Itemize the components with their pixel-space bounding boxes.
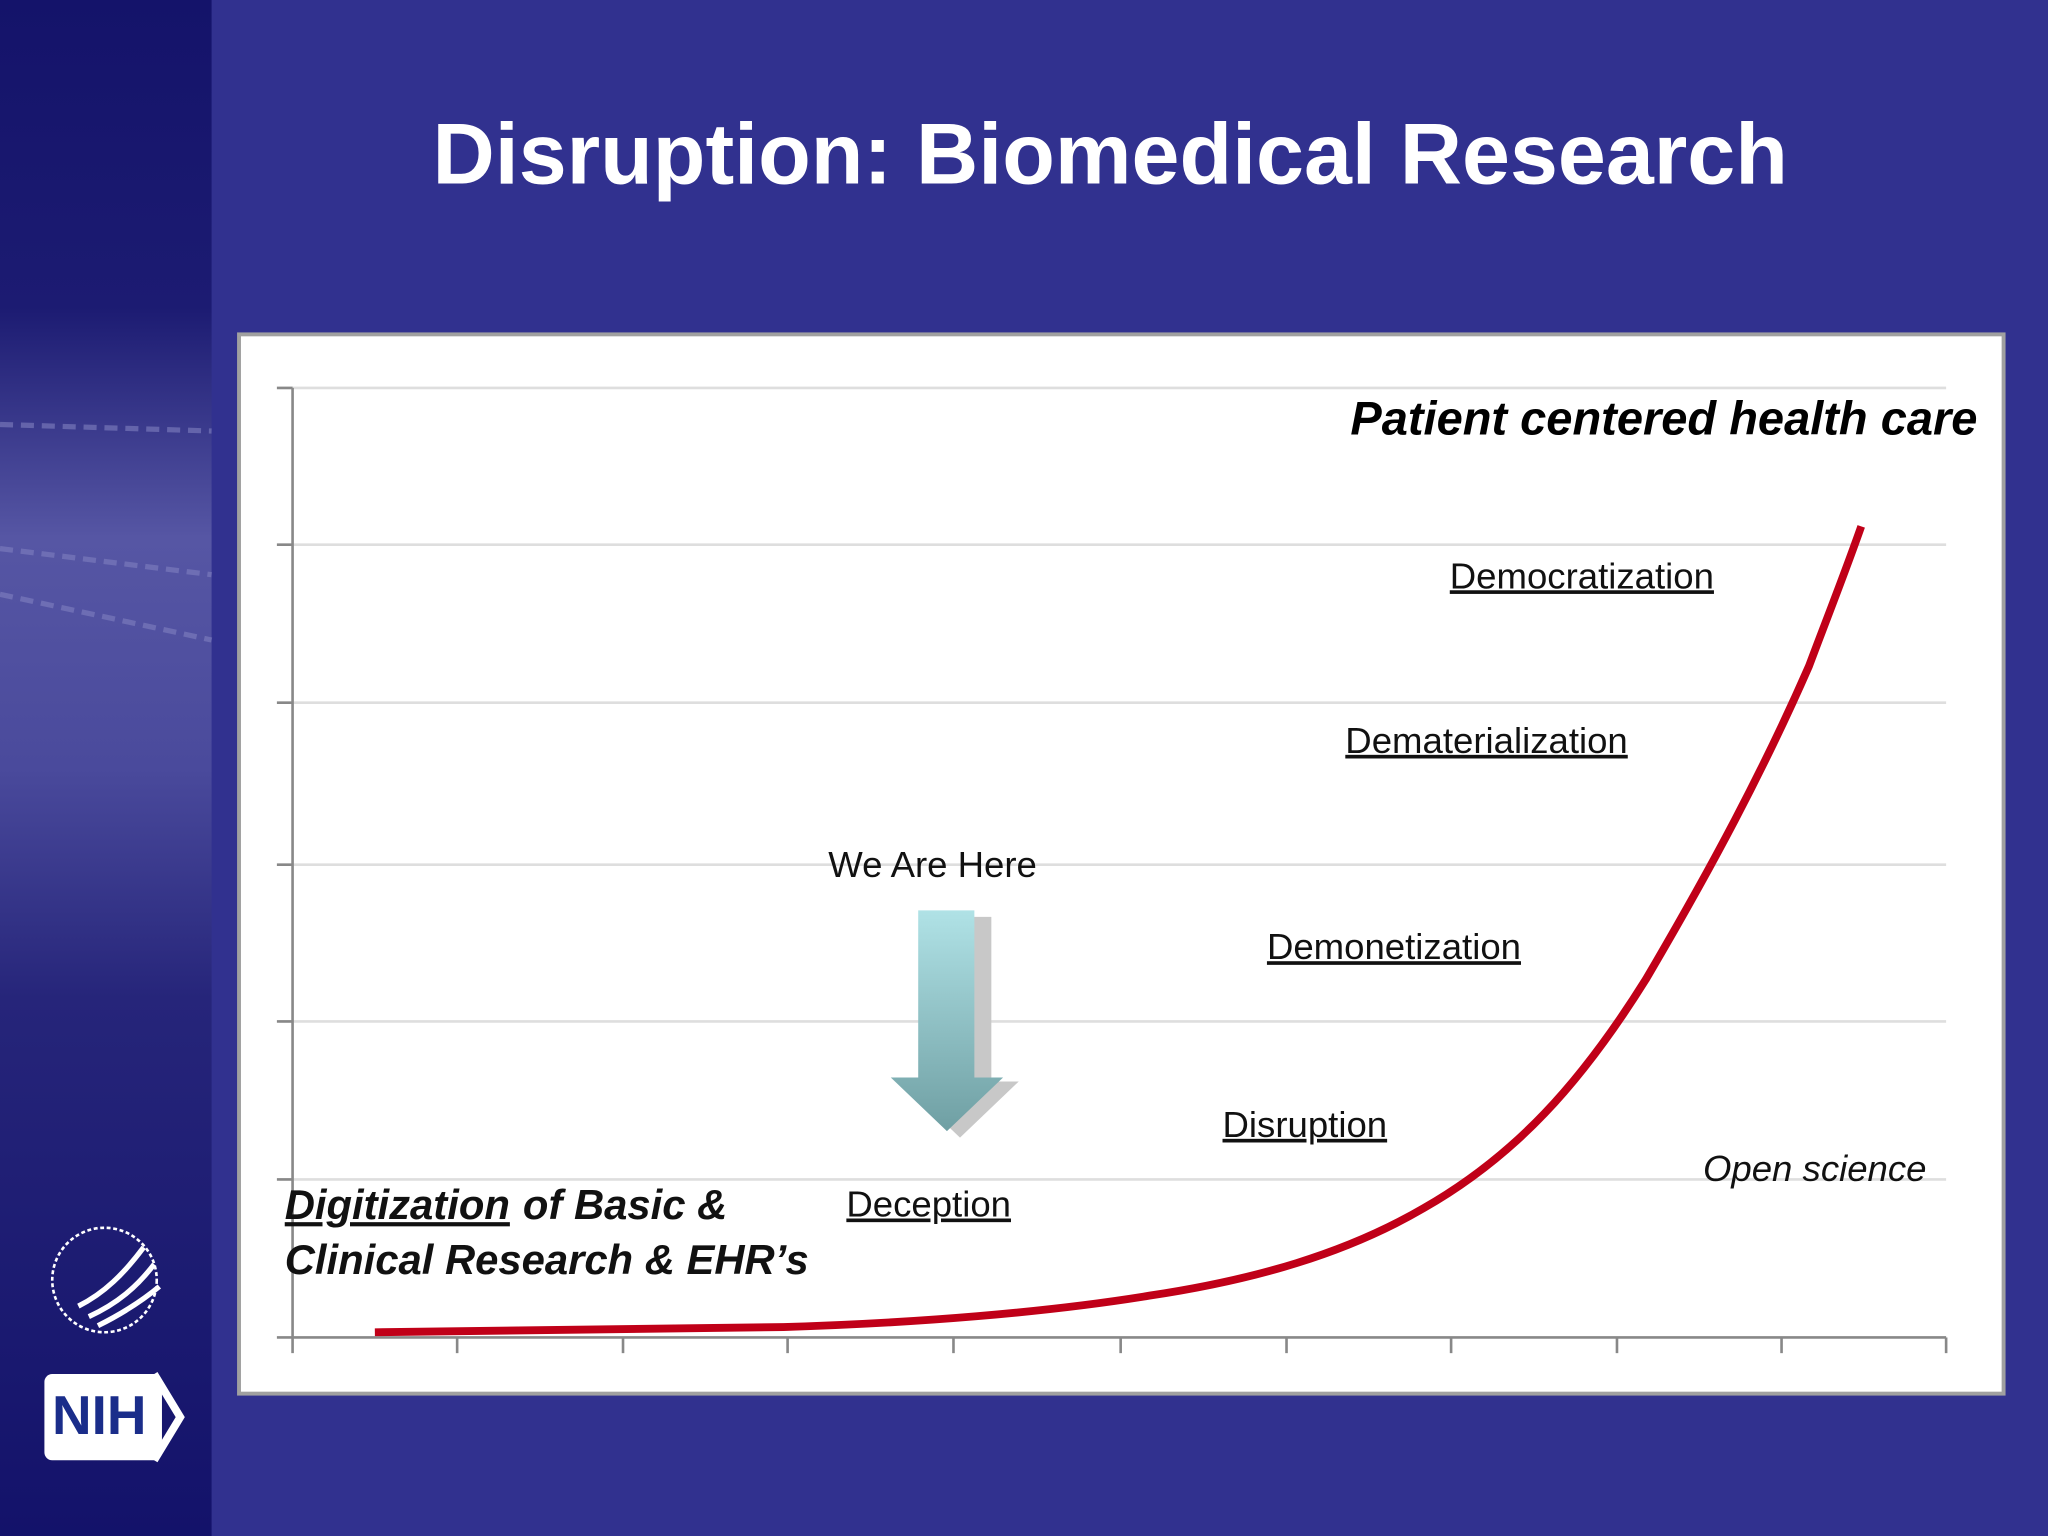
digitization-underlined: Digitization: [285, 1181, 510, 1228]
digitization-line2: Clinical Research & EHR’s: [285, 1236, 809, 1283]
sidebar: [0, 0, 212, 1536]
nih-text: NIH: [52, 1384, 146, 1446]
slide-title: Disruption: Biomedical Research: [433, 106, 1788, 202]
sidebar-decoration: [0, 421, 213, 643]
growth-curve: [374, 525, 1865, 1337]
stage-label: Deception: [846, 1184, 1011, 1225]
hhs-logo: [50, 1226, 162, 1334]
top-label: Patient centered health care: [1350, 391, 1977, 444]
digitization-line: Digitization of Basic &: [285, 1181, 728, 1228]
stage-label: Disruption: [1223, 1104, 1388, 1145]
open-science: Open science: [1703, 1148, 1927, 1189]
nih-logo: NIH: [44, 1372, 185, 1463]
stage-label: Democratization: [1450, 555, 1714, 596]
grid: [279, 386, 1947, 1181]
stage-label: Demonetization: [1267, 926, 1521, 967]
arrow: [890, 910, 1004, 1132]
stage-label: Dematerialization: [1345, 720, 1627, 761]
we-are-here: We Are Here: [828, 844, 1037, 885]
digitization-rest: of Basic &: [523, 1181, 727, 1228]
axes: [276, 386, 1948, 1354]
